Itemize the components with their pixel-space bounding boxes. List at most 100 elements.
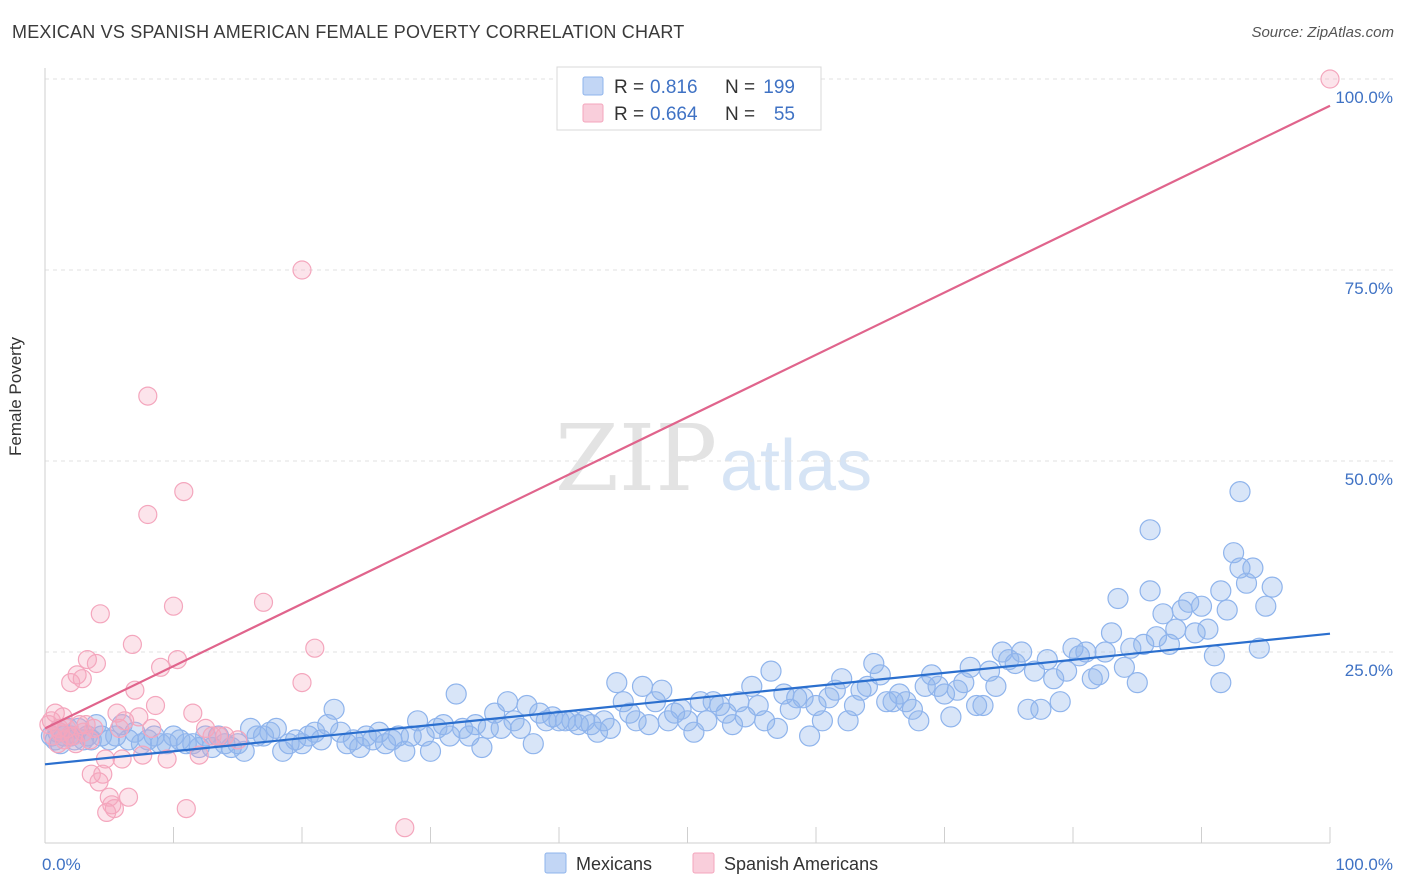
- bottom-legend-swatch: [544, 852, 567, 874]
- legend-swatch: [582, 103, 604, 123]
- data-point: [84, 718, 104, 739]
- bottom-legend-label: Mexicans: [576, 854, 652, 874]
- trend-line-mexicans: [44, 632, 1331, 766]
- data-point: [1126, 671, 1148, 694]
- data-point: [66, 734, 86, 754]
- data-point: [586, 721, 609, 743]
- data-point: [985, 675, 1007, 698]
- data-point: [914, 675, 936, 698]
- data-point: [522, 733, 544, 755]
- data-point: [349, 736, 371, 759]
- data-point: [1081, 668, 1103, 690]
- data-point: [606, 671, 628, 694]
- data-point: [933, 683, 956, 705]
- watermark-zip: ZIP: [555, 405, 717, 512]
- data-point: [876, 691, 898, 713]
- data-point: [567, 713, 589, 736]
- data-point: [1043, 668, 1065, 690]
- data-point: [145, 695, 166, 716]
- bottom-legend-label: Spanish Americans: [724, 854, 878, 874]
- data-point: [798, 725, 821, 747]
- data-point: [419, 740, 442, 762]
- data-point: [965, 694, 988, 717]
- data-point: [67, 665, 87, 685]
- data-point: [1030, 698, 1052, 720]
- legend-n-value: 55: [774, 104, 795, 125]
- data-point: [183, 703, 203, 723]
- data-point: [959, 656, 981, 678]
- data-point: [651, 679, 673, 701]
- legend-n-label: N =: [725, 77, 755, 98]
- data-point: [93, 764, 113, 784]
- data-point: [766, 717, 789, 740]
- data-point: [72, 669, 92, 689]
- data-point: [1229, 481, 1251, 503]
- data-point: [99, 787, 119, 807]
- data-point: [760, 660, 782, 682]
- data-point: [118, 787, 139, 807]
- data-point: [220, 736, 242, 759]
- legend-r-label: R =: [614, 104, 644, 125]
- data-point: [1068, 645, 1091, 667]
- data-point: [850, 679, 872, 701]
- data-point: [869, 664, 891, 686]
- data-point: [696, 710, 718, 732]
- data-point: [753, 710, 776, 732]
- source-label: Source: ZipAtlas.com: [1251, 24, 1394, 41]
- data-point: [265, 717, 287, 740]
- data-point: [115, 711, 135, 731]
- data-point: [471, 736, 493, 759]
- data-point: [599, 717, 622, 740]
- data-point: [863, 652, 885, 675]
- data-point: [439, 725, 461, 747]
- data-point: [292, 672, 312, 693]
- data-point: [162, 725, 185, 747]
- legend-box: R = 0.816 N = 199 R = 0.664 N = 55: [556, 66, 822, 131]
- data-point: [1094, 641, 1116, 663]
- data-point: [292, 260, 312, 280]
- bottom-legend-swatch: [692, 852, 715, 874]
- data-point: [81, 764, 101, 784]
- y-tick-label: 75.0%: [1345, 279, 1393, 298]
- data-point: [1255, 595, 1277, 617]
- data-point: [1107, 587, 1129, 610]
- y-tick-label: 50.0%: [1345, 470, 1393, 489]
- data-point: [638, 713, 660, 736]
- x-tick-label: 0.0%: [42, 855, 81, 874]
- data-point: [157, 749, 177, 769]
- data-point: [1197, 618, 1219, 640]
- data-point: [535, 710, 557, 732]
- data-point: [305, 638, 325, 658]
- data-point: [1004, 652, 1026, 675]
- data-point: [901, 698, 924, 720]
- data-point: [1010, 641, 1033, 663]
- legend-n-label: N =: [725, 104, 755, 125]
- data-point: [1248, 637, 1270, 659]
- data-point: [1210, 580, 1232, 602]
- data-point: [61, 672, 81, 693]
- data-point: [1216, 599, 1238, 621]
- data-point: [80, 730, 100, 750]
- data-point: [1242, 557, 1264, 579]
- data-point: [246, 725, 268, 747]
- data-point: [940, 706, 962, 728]
- data-point: [1203, 645, 1226, 667]
- series-mexicans: [40, 481, 1283, 762]
- data-point: [1139, 580, 1161, 602]
- data-point: [908, 710, 930, 732]
- data-point: [253, 592, 274, 612]
- chart-title: MEXICAN VS SPANISH AMERICAN FEMALE POVER…: [12, 22, 685, 42]
- data-point: [497, 691, 519, 713]
- data-point: [1210, 671, 1232, 694]
- data-point: [1178, 591, 1200, 613]
- watermark-atlas: atlas: [720, 426, 872, 506]
- data-point: [323, 698, 345, 720]
- data-point: [625, 710, 647, 732]
- data-point: [112, 749, 132, 769]
- data-point: [1165, 618, 1187, 640]
- data-point: [1261, 576, 1283, 598]
- data-point: [189, 745, 209, 765]
- data-point: [998, 648, 1020, 671]
- data-point: [1190, 595, 1213, 617]
- legend-r-value: 0.816: [650, 77, 698, 98]
